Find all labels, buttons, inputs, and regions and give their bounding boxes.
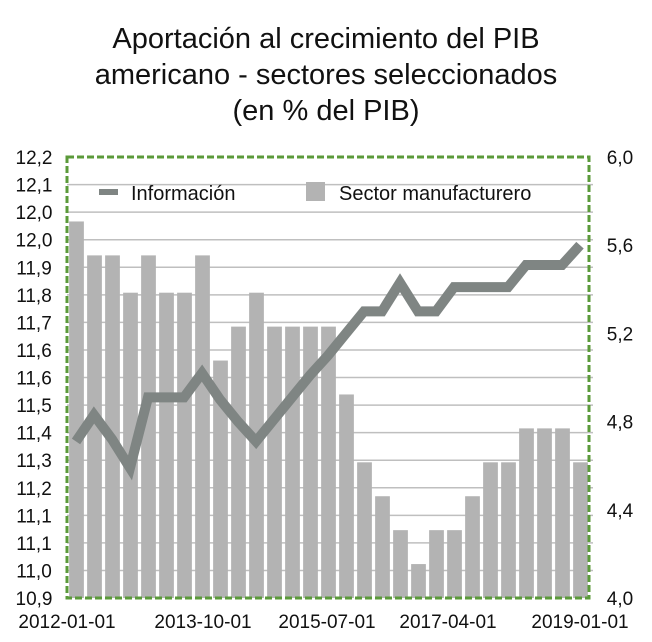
left-tick-label: 12,0	[16, 203, 53, 224]
left-tick-label: 10,9	[16, 589, 53, 610]
bar-2013-07-01	[177, 292, 192, 598]
bar-2015-10-01	[339, 394, 354, 598]
bar-2019-01-01	[573, 462, 588, 598]
bar-2018-04-01	[519, 428, 534, 598]
bar-2016-07-01	[393, 530, 408, 598]
left-tick-label: 11,6	[16, 341, 52, 362]
right-tick-label: 6,0	[607, 148, 633, 169]
bar-2017-01-01	[429, 530, 444, 598]
left-tick-label: 12,1	[16, 176, 53, 197]
right-axis-ticks: 6,0 5,6 5,2 4,8 4,4 4,0	[607, 148, 634, 610]
bar-2014-04-01	[231, 326, 246, 598]
legend-label-informacion: Información	[131, 183, 236, 205]
bar-2016-01-01	[357, 462, 372, 598]
x-tick-label: 2012-01-01	[18, 612, 115, 633]
title-line-3: (en % del PIB)	[233, 95, 420, 127]
bar-2017-07-01	[465, 496, 480, 598]
x-tick-label: 2017-04-01	[399, 612, 496, 633]
plot-area-border	[65, 155, 591, 600]
left-tick-label: 11,8	[16, 286, 52, 307]
bar-2016-10-01	[411, 564, 426, 598]
bar-2013-04-01	[159, 292, 174, 598]
x-tick-label: 2013-10-01	[154, 612, 251, 633]
left-tick-label: 11,0	[16, 561, 52, 582]
left-tick-label: 11,7	[16, 313, 52, 334]
x-axis-ticks: 2012-01-01 2013-10-01 2015-07-01 2017-04-01…	[18, 612, 628, 633]
right-tick-label: 5,2	[607, 324, 633, 345]
left-tick-label: 11,1	[16, 534, 52, 555]
left-tick-label: 11,5	[16, 396, 52, 417]
title-line-1: Aportación al crecimiento del PIB	[112, 23, 539, 55]
bar-2013-01-01	[141, 255, 156, 598]
legend-label-sector-manufacturero: Sector manufacturero	[339, 183, 531, 205]
legend: Información Sector manufacturero	[99, 182, 531, 205]
bar-2012-04-01	[87, 255, 102, 598]
left-tick-label: 12,2	[16, 148, 53, 169]
left-axis-ticks: 12,2 12,1 12,0 12,0 11,9 11,8 11,7 11,6 11,6 11,5…	[16, 148, 53, 610]
bar-2018-07-01	[537, 428, 552, 598]
bar-2017-04-01	[447, 530, 462, 598]
bar-2018-01-01	[501, 462, 516, 598]
left-tick-label: 11,2	[16, 479, 52, 500]
x-tick-label: 2015-07-01	[278, 612, 375, 633]
x-tick-label: 2019-01-01	[531, 612, 628, 633]
bar-2014-10-01	[267, 326, 282, 598]
bar-2013-10-01	[195, 255, 210, 598]
left-tick-label: 11,4	[16, 424, 52, 445]
right-tick-label: 4,8	[607, 413, 633, 434]
bar-2017-10-01	[483, 462, 498, 598]
left-tick-label: 12,0	[16, 231, 53, 252]
legend-line-swatch	[99, 189, 118, 195]
chart-title: Aportación al crecimiento del PIB americ…	[95, 23, 558, 127]
left-tick-label: 11,1	[16, 506, 52, 527]
right-tick-label: 4,0	[607, 589, 633, 610]
right-tick-label: 4,4	[607, 501, 634, 522]
bar-2014-01-01	[213, 360, 228, 598]
left-tick-label: 11,3	[16, 451, 52, 472]
line-series-informacion	[71, 241, 584, 481]
bar-2016-04-01	[375, 496, 390, 598]
left-tick-label: 11,6	[16, 369, 52, 390]
right-tick-label: 5,6	[607, 236, 633, 257]
bar-2012-01-01	[69, 221, 84, 598]
bar-2015-07-01	[321, 326, 336, 598]
bar-2018-10-01	[555, 428, 570, 598]
bar-2012-10-01	[123, 292, 138, 598]
title-line-2: americano - sectores seleccionados	[95, 59, 558, 91]
bar-2015-04-01	[303, 326, 318, 598]
left-tick-label: 11,9	[16, 258, 52, 279]
legend-bar-swatch	[306, 182, 325, 201]
bar-series-sector-manufacturero	[69, 221, 588, 598]
bar-2015-01-01	[285, 326, 300, 598]
bar-2012-07-01	[105, 255, 120, 598]
